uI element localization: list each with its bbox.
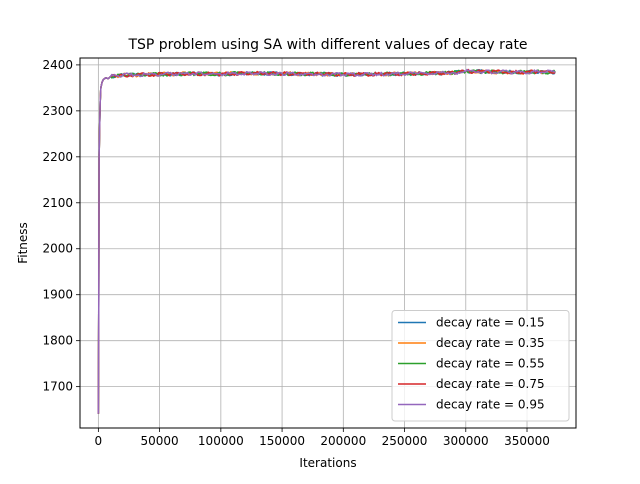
y-tick-label: 2300 xyxy=(42,104,73,118)
y-tick-label: 2400 xyxy=(42,58,73,72)
y-tick-label: 1800 xyxy=(42,334,73,348)
y-tick-label: 2000 xyxy=(42,242,73,256)
x-tick-label: 50000 xyxy=(141,434,179,448)
legend-box xyxy=(391,310,570,422)
y-axis-ticks: 1700 1800 1900 2000 2100 2200 2300 2400 xyxy=(42,58,80,394)
x-tick-label: 200000 xyxy=(320,434,366,448)
x-tick-label: 350000 xyxy=(504,434,550,448)
y-tick-label: 1700 xyxy=(42,380,73,394)
y-tick-label: 1900 xyxy=(42,288,73,302)
x-axis-label: Iterations xyxy=(299,456,356,470)
legend-entry: decay rate = 0.95 xyxy=(436,398,545,412)
series-lines xyxy=(97,68,556,414)
x-axis-ticks: 0 50000 100000 150000 200000 250000 300000 3500… xyxy=(95,428,550,448)
plot-frame xyxy=(79,57,577,429)
legend: decay rate = 0.15 decay rate = 0.35 decay … xyxy=(391,310,570,422)
x-tick-label: 300000 xyxy=(443,434,489,448)
legend-entry: decay rate = 0.55 xyxy=(436,357,545,371)
series-line xyxy=(97,68,556,414)
legend-entry: decay rate = 0.75 xyxy=(436,377,545,391)
x-tick-label: 150000 xyxy=(259,434,305,448)
chart-title: TSP problem using SA with different valu… xyxy=(127,37,527,53)
y-axis-label: Fitness xyxy=(16,222,30,264)
y-tick-label: 2200 xyxy=(42,150,73,164)
y-tick-label: 2100 xyxy=(42,196,73,210)
x-tick-label: 250000 xyxy=(382,434,428,448)
x-tick-label: 0 xyxy=(95,434,103,448)
legend-entry: decay rate = 0.35 xyxy=(436,336,545,350)
x-tick-label: 100000 xyxy=(198,434,244,448)
legend-entry: decay rate = 0.15 xyxy=(436,316,545,330)
